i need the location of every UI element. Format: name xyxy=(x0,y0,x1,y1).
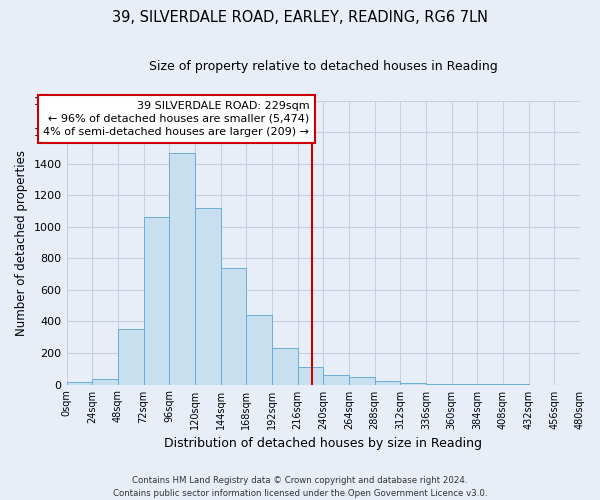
Bar xyxy=(272,348,298,384)
Text: 39 SILVERDALE ROAD: 229sqm
← 96% of detached houses are smaller (5,474)
4% of se: 39 SILVERDALE ROAD: 229sqm ← 96% of deta… xyxy=(43,100,310,137)
Bar xyxy=(298,367,323,384)
Bar xyxy=(92,379,118,384)
Bar xyxy=(246,315,272,384)
Bar xyxy=(221,268,246,384)
X-axis label: Distribution of detached houses by size in Reading: Distribution of detached houses by size … xyxy=(164,437,482,450)
Bar xyxy=(143,218,169,384)
Text: 39, SILVERDALE ROAD, EARLEY, READING, RG6 7LN: 39, SILVERDALE ROAD, EARLEY, READING, RG… xyxy=(112,10,488,25)
Text: Contains HM Land Registry data © Crown copyright and database right 2024.
Contai: Contains HM Land Registry data © Crown c… xyxy=(113,476,487,498)
Bar xyxy=(118,328,143,384)
Bar xyxy=(374,382,400,384)
Bar xyxy=(349,378,374,384)
Bar xyxy=(67,382,92,384)
Y-axis label: Number of detached properties: Number of detached properties xyxy=(15,150,28,336)
Title: Size of property relative to detached houses in Reading: Size of property relative to detached ho… xyxy=(149,60,497,73)
Bar xyxy=(169,154,195,384)
Bar xyxy=(400,383,426,384)
Bar xyxy=(323,375,349,384)
Bar xyxy=(195,208,221,384)
